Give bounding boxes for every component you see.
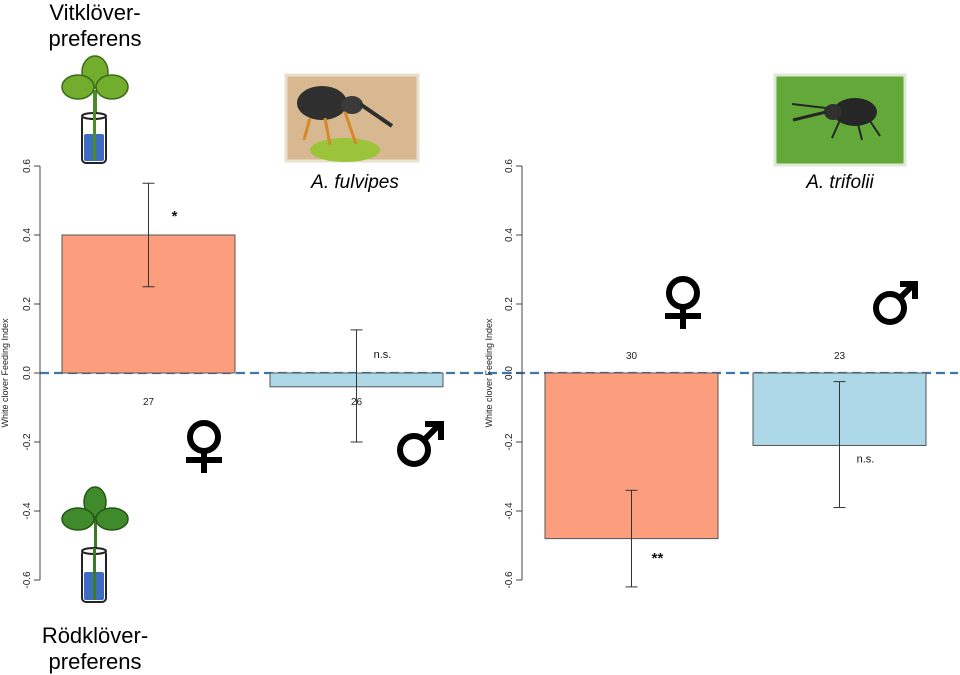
top-label-line2: preferens xyxy=(48,26,142,51)
sample-size-label: 27 xyxy=(143,397,155,408)
y-tick-label: 0.0 xyxy=(504,366,515,380)
white-clover-plant-icon xyxy=(61,55,129,164)
significance-label: ** xyxy=(652,550,664,567)
weevil-photo-fulvipes xyxy=(284,73,420,163)
y-axis-label: White clover Feeding Index xyxy=(0,318,10,428)
y-tick-label: 0.2 xyxy=(504,297,515,311)
y-tick-label: -0.2 xyxy=(22,433,33,451)
significance-label: n.s. xyxy=(374,349,392,361)
significance-label: n.s. xyxy=(857,454,875,466)
y-tick-label: 0.0 xyxy=(22,366,33,380)
white-clover-preference-label: Vitklöver- preferens xyxy=(20,0,170,52)
male-symbol-icon xyxy=(873,281,918,325)
male-symbol-icon xyxy=(397,421,444,467)
bottom-label-line1: Rödklöver- xyxy=(41,623,149,648)
chart-a-fulvipes: -0.6 -0.4 -0.2 0.0 0.2 0.4 0.6 White clover Fee… xyxy=(0,159,444,589)
sample-size-label: 23 xyxy=(834,351,846,362)
y-tick-label: 0.2 xyxy=(22,297,33,311)
y-tick-label: 0.6 xyxy=(504,159,515,173)
y-tick-label: -0.6 xyxy=(504,571,515,589)
sample-size-label: 26 xyxy=(351,397,363,408)
y-tick-label: 0.4 xyxy=(22,228,33,242)
y-tick-label: 0.6 xyxy=(22,159,33,173)
bottom-label-line2: preferens xyxy=(48,649,142,674)
significance-label: * xyxy=(172,208,178,225)
y-axis-label: White clover Feeding Index xyxy=(484,318,494,428)
y-tick-label: -0.4 xyxy=(504,502,515,520)
female-symbol-icon xyxy=(186,420,222,473)
red-clover-preference-label: Rödklöver- preferens xyxy=(20,623,170,675)
chart-a-trifolii: -0.6 -0.4 -0.2 0.0 0.2 0.4 0.6 White clover Fee… xyxy=(484,159,927,589)
y-tick-label: -0.4 xyxy=(22,502,33,520)
y-tick-label: 0.4 xyxy=(504,228,515,242)
top-label-line1: Vitklöver- xyxy=(49,0,141,25)
y-tick-label: -0.2 xyxy=(504,433,515,451)
weevil-photo-trifolii xyxy=(773,73,907,167)
chart-title-fulvipes: A. fulvipes xyxy=(311,172,399,193)
sample-size-label: 30 xyxy=(626,351,638,362)
chart-title-trifolii: A. trifolii xyxy=(806,172,874,193)
red-clover-plant-icon xyxy=(61,486,129,603)
y-tick-label: -0.6 xyxy=(22,571,33,589)
female-symbol-icon xyxy=(665,276,701,329)
